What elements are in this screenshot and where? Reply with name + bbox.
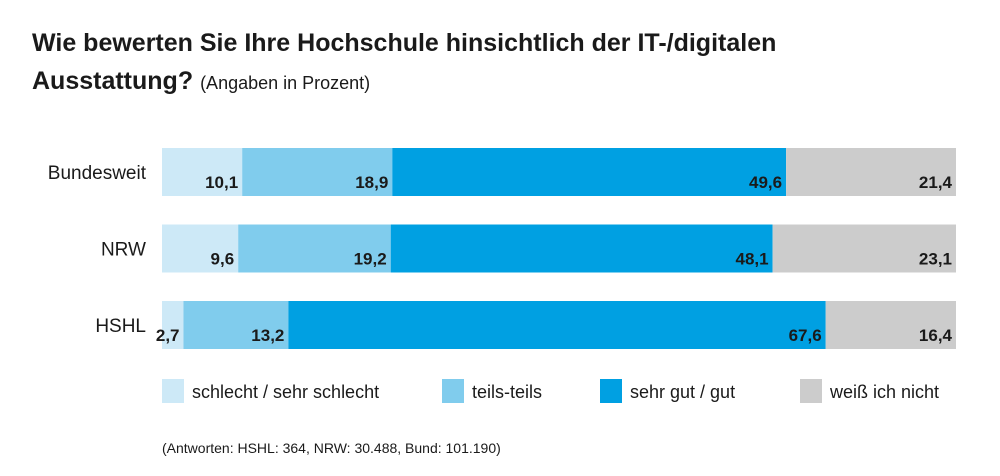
bar-segment [238, 224, 391, 273]
legend-label: weiß ich nicht [829, 382, 939, 402]
legend-label: teils-teils [472, 382, 542, 402]
data-label: 23,1 [919, 250, 952, 269]
data-label: 49,6 [749, 173, 782, 192]
bar-segment [390, 224, 773, 273]
bar-segment [162, 148, 243, 196]
chart-title-text: Wie bewerten Sie Ihre Hochschule hinsich… [32, 29, 777, 95]
category-label: NRW [101, 240, 146, 261]
category-label: HSHL [95, 316, 146, 337]
category-label: Bundesweit [48, 163, 147, 184]
legend-label: schlecht / sehr schlecht [192, 382, 379, 402]
data-label: 48,1 [736, 250, 769, 269]
bar-segment [786, 148, 956, 196]
footnote: (Antworten: HSHL: 364, NRW: 30.488, Bund… [162, 440, 501, 456]
data-label: 10,1 [205, 173, 238, 192]
legend-swatch [442, 379, 464, 403]
bar-segment [242, 148, 393, 196]
legend-swatch [162, 379, 184, 403]
legend-label: sehr gut / gut [630, 382, 735, 402]
bar-segment [162, 301, 184, 349]
data-label: 13,2 [251, 326, 284, 345]
chart-title: Wie bewerten Sie Ihre Hochschule hinsich… [32, 24, 932, 102]
data-label: 19,2 [354, 250, 387, 269]
legend-swatch [800, 379, 822, 403]
bar-segment [392, 148, 787, 196]
chart-subtitle: (Angaben in Prozent) [200, 73, 371, 93]
bar-segment [772, 224, 956, 273]
data-label: 9,6 [211, 250, 235, 269]
data-label: 2,7 [156, 326, 180, 345]
bar-segment [825, 301, 956, 349]
data-label: 67,6 [789, 326, 822, 345]
bar-segment [288, 301, 826, 349]
data-label: 21,4 [919, 173, 953, 192]
legend-swatch [600, 379, 622, 403]
data-label: 18,9 [355, 173, 388, 192]
data-label: 16,4 [919, 326, 953, 345]
bar-segment [162, 224, 239, 273]
bar-segment [183, 301, 289, 349]
